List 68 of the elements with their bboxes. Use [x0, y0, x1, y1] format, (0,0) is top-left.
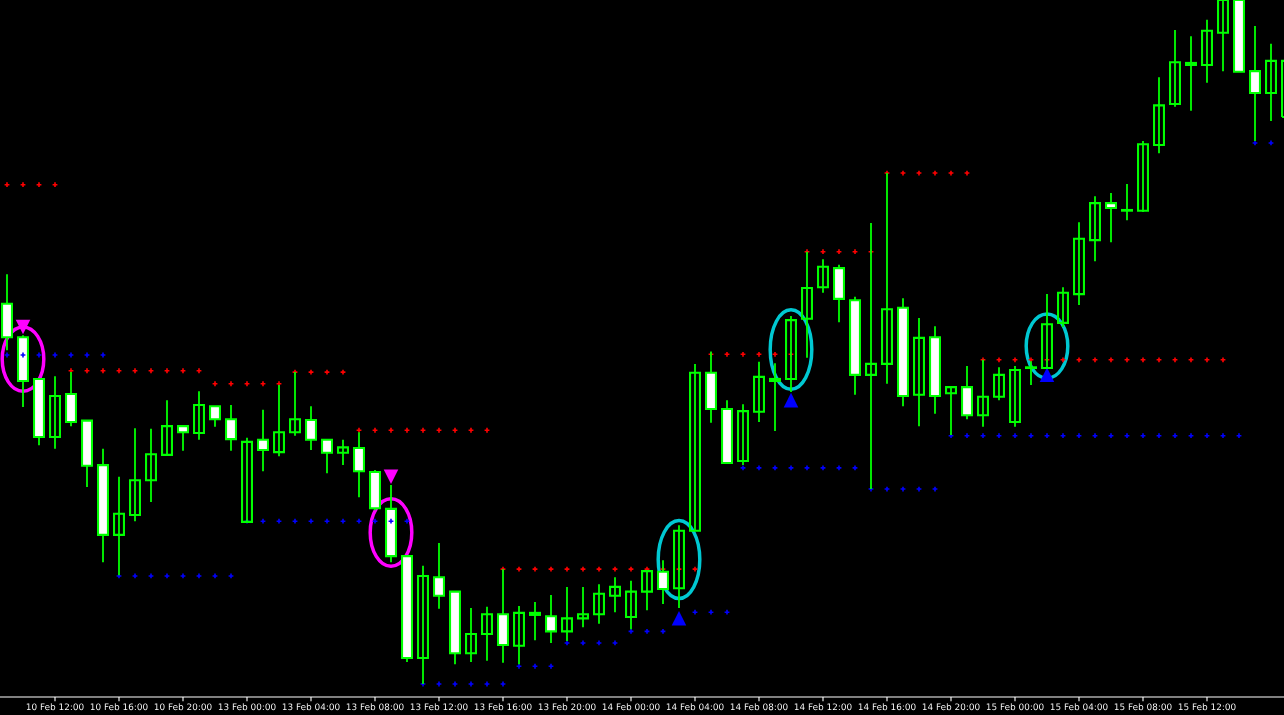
candlestick — [177, 425, 189, 452]
point — [383, 469, 399, 485]
candlestick — [305, 405, 317, 451]
x-tick-label: 15 Feb 00:00 — [986, 703, 1044, 711]
x-tick-label: 14 Feb 20:00 — [922, 703, 980, 711]
x-tick-label: 13 Feb 08:00 — [346, 703, 404, 711]
candlestick — [1057, 286, 1069, 328]
candlestick — [337, 438, 349, 467]
candlestick — [1073, 221, 1085, 306]
x-tick-label: 15 Feb 08:00 — [1114, 703, 1172, 711]
x-tick-label: 13 Feb 12:00 — [410, 703, 468, 711]
candlestick — [225, 404, 237, 452]
candlestick — [129, 427, 141, 523]
candlestick — [257, 408, 269, 473]
candlestick — [161, 399, 173, 456]
candlestick — [945, 386, 957, 436]
candlestick — [577, 585, 589, 629]
candlestick — [1185, 35, 1197, 112]
candlestick — [1153, 76, 1165, 155]
candlestick — [513, 605, 525, 666]
candlestick — [1121, 183, 1133, 222]
x-tick-label: 14 Feb 08:00 — [730, 703, 788, 711]
candlestick — [993, 366, 1005, 402]
point — [783, 392, 799, 408]
candlestick — [1025, 360, 1037, 386]
candlestick — [769, 362, 781, 432]
candlestick — [1089, 195, 1101, 263]
point — [671, 611, 687, 626]
x-tick-label: 13 Feb 00:00 — [218, 703, 276, 711]
candlestick — [1169, 29, 1181, 108]
x-tick-label: 10 Feb 12:00 — [26, 703, 84, 711]
candlestick — [753, 360, 765, 423]
candlestick — [817, 258, 829, 294]
candlestick — [273, 384, 285, 458]
candlestick — [609, 576, 621, 614]
candlestick — [193, 390, 205, 441]
x-tick-label: 15 Feb 04:00 — [1050, 703, 1108, 711]
x-tick-label: 14 Feb 04:00 — [666, 703, 724, 711]
x-tick-label: 10 Feb 20:00 — [154, 703, 212, 711]
candlestick — [913, 317, 925, 428]
candlestick — [529, 601, 541, 642]
candlestick — [1105, 191, 1117, 244]
candlestick — [465, 607, 477, 664]
x-tick-label: 14 Feb 00:00 — [602, 703, 660, 711]
x-tick-label: 13 Feb 20:00 — [538, 703, 596, 711]
candlestick — [1009, 365, 1021, 428]
candlestick — [1137, 139, 1149, 213]
point — [15, 319, 31, 335]
candlestick — [433, 542, 445, 610]
candlestick — [625, 579, 637, 631]
x-tick-label: 13 Feb 16:00 — [474, 703, 532, 711]
candlestick — [689, 362, 701, 532]
candlestick — [545, 594, 557, 644]
point — [1039, 367, 1055, 383]
x-tick-label: 13 Feb 04:00 — [282, 703, 340, 711]
candlestick — [49, 375, 61, 450]
candlestick — [481, 605, 493, 662]
candlestick — [593, 583, 605, 625]
candlestick — [1265, 42, 1277, 122]
x-tick-label: 15 Feb 12:00 — [1178, 703, 1236, 711]
x-tick-label: 14 Feb 16:00 — [858, 703, 916, 711]
candlestick — [321, 438, 333, 475]
candlestick — [209, 405, 221, 428]
candlestick — [1201, 18, 1213, 84]
candlestick — [145, 427, 157, 503]
x-tick-label: 14 Feb 12:00 — [794, 703, 852, 711]
candlestick — [1217, 0, 1229, 73]
x-tick-label: 10 Feb 16:00 — [90, 703, 148, 711]
